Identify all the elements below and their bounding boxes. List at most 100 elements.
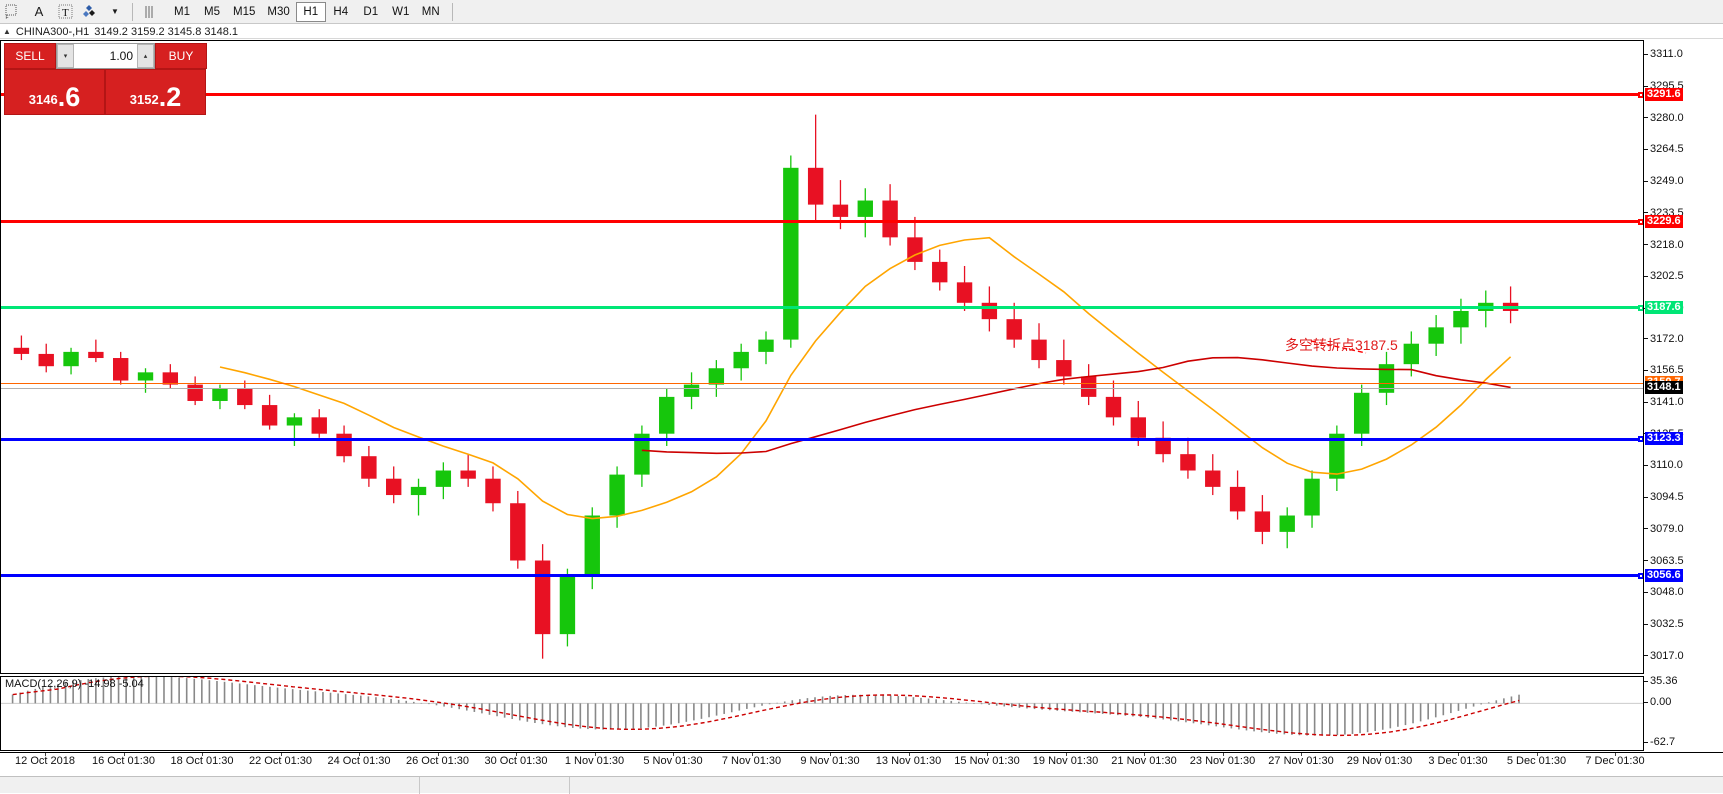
buy-price-decimal: .2 xyxy=(158,82,182,112)
sell-button[interactable]: SELL xyxy=(4,43,56,69)
time-axis-tick: 23 Nov 01:30 xyxy=(1189,755,1256,767)
time-axis-tick: 7 Dec 01:30 xyxy=(1585,755,1645,767)
price-tag-pivot[interactable]: 3187.6 xyxy=(1645,300,1683,314)
price-chart-canvas xyxy=(13,114,1519,659)
buy-price-integer: 3152 xyxy=(129,92,159,107)
macd-canvas xyxy=(1,677,1643,737)
time-axis-tick: 1 Nov 01:30 xyxy=(564,755,625,767)
status-cell-3 xyxy=(570,777,1723,794)
chart-window: ▲ CHINA300-,H1 3149.2 3159.2 3145.8 3148… xyxy=(0,25,1723,768)
timeframe-m30[interactable]: M30 xyxy=(267,5,290,18)
time-axis-tick: 3 Dec 01:30 xyxy=(1428,755,1488,767)
price-tag-resistance[interactable]: 3291.6 xyxy=(1645,87,1683,101)
macd-axis-tick: 35.36 xyxy=(1644,676,1678,687)
level-drag-handle[interactable] xyxy=(1638,218,1643,225)
price-axis-tick: 3079.0 xyxy=(1644,523,1684,535)
level-line-support[interactable] xyxy=(1,574,1643,578)
price-axis-tick: 3141.0 xyxy=(1644,397,1684,408)
time-axis-gridmark xyxy=(1065,753,1067,756)
price-axis-tick: 3063.5 xyxy=(1644,555,1684,567)
time-axis-tick: 7 Nov 01:30 xyxy=(721,755,782,767)
chart-annotation-text[interactable]: 多空转折点3187.5 xyxy=(1285,337,1398,353)
price-axis-tick: 3156.5 xyxy=(1644,365,1684,376)
sell-price-button[interactable]: 3146 .6 xyxy=(4,69,105,115)
level-line-support[interactable] xyxy=(1,437,1643,441)
timeframe-mn[interactable]: MN xyxy=(421,5,440,18)
status-bar xyxy=(0,776,1723,794)
time-axis-gridmark xyxy=(280,753,282,756)
buy-button[interactable]: BUY xyxy=(155,43,207,69)
level-line-pivot[interactable] xyxy=(1,306,1643,310)
toolbar-divider xyxy=(132,2,133,21)
volume-input[interactable]: 1.00 xyxy=(109,49,133,63)
price-tag-bid[interactable]: 3148.1 xyxy=(1645,381,1683,395)
price-axis-tick: 3032.5 xyxy=(1644,618,1684,630)
level-drag-handle[interactable] xyxy=(1638,304,1643,311)
status-cell-2 xyxy=(420,776,570,794)
time-axis-tick: 21 Nov 01:30 xyxy=(1111,755,1177,767)
price-axis-tick: 3218.0 xyxy=(1644,239,1684,251)
price-axis-tick: 3249.0 xyxy=(1644,176,1684,187)
level-drag-handle[interactable] xyxy=(1638,572,1643,579)
time-axis-tick: 9 Nov 01:30 xyxy=(800,755,860,767)
price-axis-tick: 3202.5 xyxy=(1644,271,1684,282)
volume-increase-icon[interactable]: ▴ xyxy=(137,44,154,68)
time-axis-tick: 15 Nov 01:30 xyxy=(954,755,1020,767)
time-axis-gridmark xyxy=(1301,753,1302,756)
timeframe-h4[interactable]: H4 xyxy=(333,5,349,18)
level-line-bid[interactable] xyxy=(1,387,1643,389)
volume-decrease-icon[interactable]: ▾ xyxy=(57,44,74,68)
chart-template-icon[interactable]: F xyxy=(0,1,26,23)
volume-stepper[interactable]: ▾ 1.00 ▴ xyxy=(56,43,155,69)
time-axis-gridmark xyxy=(987,753,988,756)
price-axis-tick: 3048.0 xyxy=(1644,587,1684,598)
objects-icon[interactable] xyxy=(78,1,104,23)
time-axis-gridmark xyxy=(1458,753,1459,756)
time-axis-gridmark xyxy=(516,753,517,756)
timeframe-d1[interactable]: D1 xyxy=(363,5,379,18)
time-axis-tick: 30 Oct 01:30 xyxy=(484,755,548,767)
macd-indicator-label: MACD(12,26,9) -14.98 -5.04 xyxy=(5,678,144,690)
timeframe-m5[interactable]: M5 xyxy=(204,5,220,18)
timeframe-m1[interactable]: M1 xyxy=(174,5,190,18)
level-line-resistance[interactable] xyxy=(1,93,1643,97)
time-axis-gridmark xyxy=(751,753,753,756)
symbol-bar: ▲ CHINA300-,H1 3149.2 3159.2 3145.8 3148… xyxy=(0,25,1723,39)
timeframe-h1[interactable]: H1 xyxy=(295,1,326,22)
time-axis-tick: 12 Oct 2018 xyxy=(15,755,75,767)
text-font-icon[interactable]: A xyxy=(34,4,44,19)
periodicity-icon[interactable] xyxy=(137,1,163,23)
level-line-current[interactable] xyxy=(1,382,1643,384)
macd-pane[interactable]: MACD(12,26,9) -14.98 -5.04 xyxy=(0,676,1643,751)
timeframe-m15[interactable]: M15 xyxy=(233,5,256,18)
price-axis-tick: 3264.5 xyxy=(1644,144,1684,155)
main-toolbar: F A T ▼ M1 M5 M15 M30 H1 H4 D1 W1 MN xyxy=(0,0,1723,24)
buy-price-button[interactable]: 3152 .2 xyxy=(105,69,206,115)
price-chart-pane[interactable] xyxy=(0,40,1643,674)
objects-chevron-down-icon[interactable]: ▼ xyxy=(111,7,119,16)
text-label-icon[interactable]: T xyxy=(52,1,78,23)
price-tag-support[interactable]: 3056.6 xyxy=(1645,568,1683,582)
level-line-resistance[interactable] xyxy=(1,220,1643,224)
timeframe-w1[interactable]: W1 xyxy=(392,5,410,18)
level-drag-handle[interactable] xyxy=(1638,436,1643,443)
trade-panel-price-row: 3146 .6 3152 .2 xyxy=(4,69,207,115)
time-axis[interactable]: 12 Oct 2018 16 Oct 01:30 18 Oct 01:30 22 Oc… xyxy=(0,752,1723,768)
price-tag-resistance[interactable]: 3229.6 xyxy=(1645,214,1683,228)
status-cell-1 xyxy=(0,776,420,794)
time-axis-gridmark xyxy=(202,753,203,756)
level-drag-handle[interactable] xyxy=(1638,91,1643,98)
price-axis-tick: 3280.0 xyxy=(1644,112,1684,124)
time-axis-gridmark xyxy=(359,753,360,756)
svg-text:F: F xyxy=(6,15,9,20)
price-tag-support[interactable]: 3123.3 xyxy=(1645,432,1683,446)
time-axis-gridmark xyxy=(123,753,125,756)
time-axis-gridmark xyxy=(1222,753,1224,756)
time-axis-tick: 5 Dec 01:30 xyxy=(1506,755,1567,767)
time-axis-gridmark xyxy=(45,753,46,756)
time-axis-tick: 19 Nov 01:30 xyxy=(1032,755,1099,767)
time-axis-gridmark xyxy=(673,753,674,756)
time-axis-tick: 26 Oct 01:30 xyxy=(406,755,469,767)
collapse-triangle-icon[interactable]: ▲ xyxy=(3,27,11,36)
price-axis[interactable]: 3311.0 3295.5 3280.0 3264.5 3249.0 3233.5 3218… xyxy=(1643,40,1723,674)
